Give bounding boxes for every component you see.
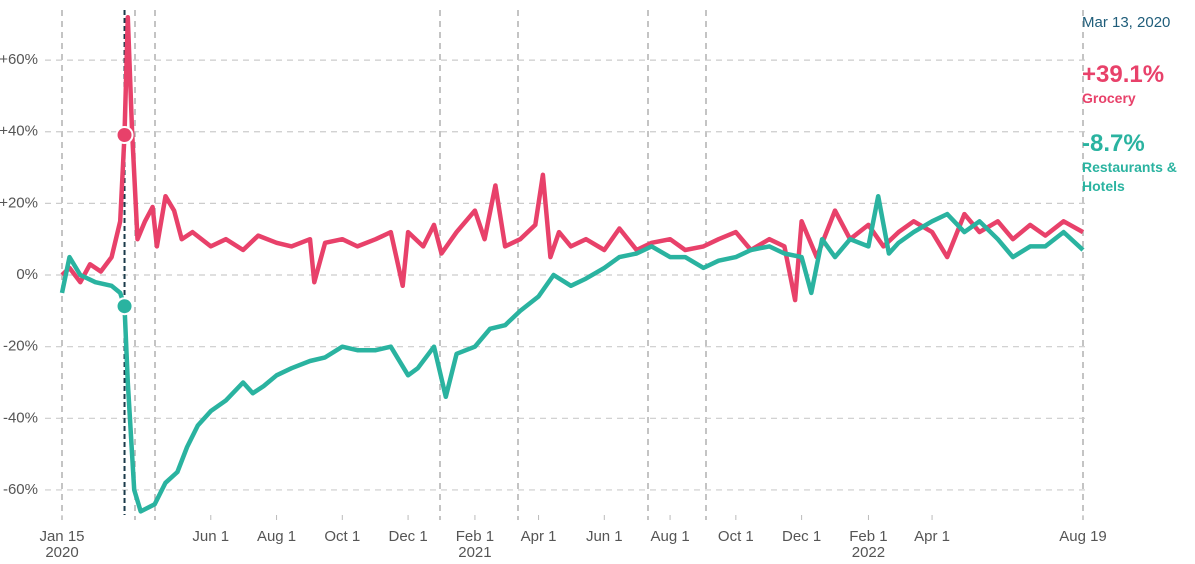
x-tick-label: Oct 1 — [324, 528, 360, 545]
highlight-marker — [115, 297, 134, 316]
x-tick-label: Jun 1 — [586, 528, 623, 545]
x-tick-year: 2020 — [45, 544, 78, 561]
highlight-date: Mar 13, 2020 — [1082, 14, 1171, 31]
x-tick-label: Jan 15 — [39, 528, 84, 545]
x-tick-label: Feb 1 — [849, 528, 887, 545]
highlight-value: +39.1% — [1082, 61, 1165, 88]
x-tick-label: Aug 1 — [257, 528, 296, 545]
y-tick-label: +60% — [0, 51, 38, 68]
highlight-value: -8.7% — [1082, 130, 1145, 157]
x-tick-label: Jun 1 — [192, 528, 229, 545]
x-tick-label: Oct 1 — [718, 528, 754, 545]
y-tick-label: +40% — [0, 123, 38, 140]
x-tick-year: 2022 — [852, 544, 885, 561]
y-tick-label: 0% — [16, 266, 38, 283]
highlight-panel: Mar 13, 2020 +39.1% Grocery -8.7% Restauran… — [1082, 14, 1192, 218]
highlight-series-name: Grocery — [1082, 90, 1136, 106]
x-tick-year: 2021 — [458, 544, 491, 561]
highlight-series-name: Restaurants & Hotels — [1082, 159, 1177, 194]
y-tick-label: +20% — [0, 194, 38, 211]
series-line — [59, 193, 1085, 514]
y-tick-label: -60% — [3, 481, 38, 498]
y-tick-label: -40% — [3, 409, 38, 426]
event-lines — [61, 10, 1084, 520]
series-line — [60, 14, 1085, 303]
highlight-marker — [115, 125, 134, 144]
x-tick-label: Feb 1 — [456, 528, 494, 545]
y-tick-label: -20% — [3, 338, 38, 355]
x-tick-label: Aug 1 — [650, 528, 689, 545]
x-tick-label: Dec 1 — [388, 528, 427, 545]
x-tick-label: Aug 19 — [1059, 528, 1107, 545]
x-tick-label: Apr 1 — [521, 528, 557, 545]
x-tick-label: Apr 1 — [914, 528, 950, 545]
x-tick-label: Dec 1 — [782, 528, 821, 545]
